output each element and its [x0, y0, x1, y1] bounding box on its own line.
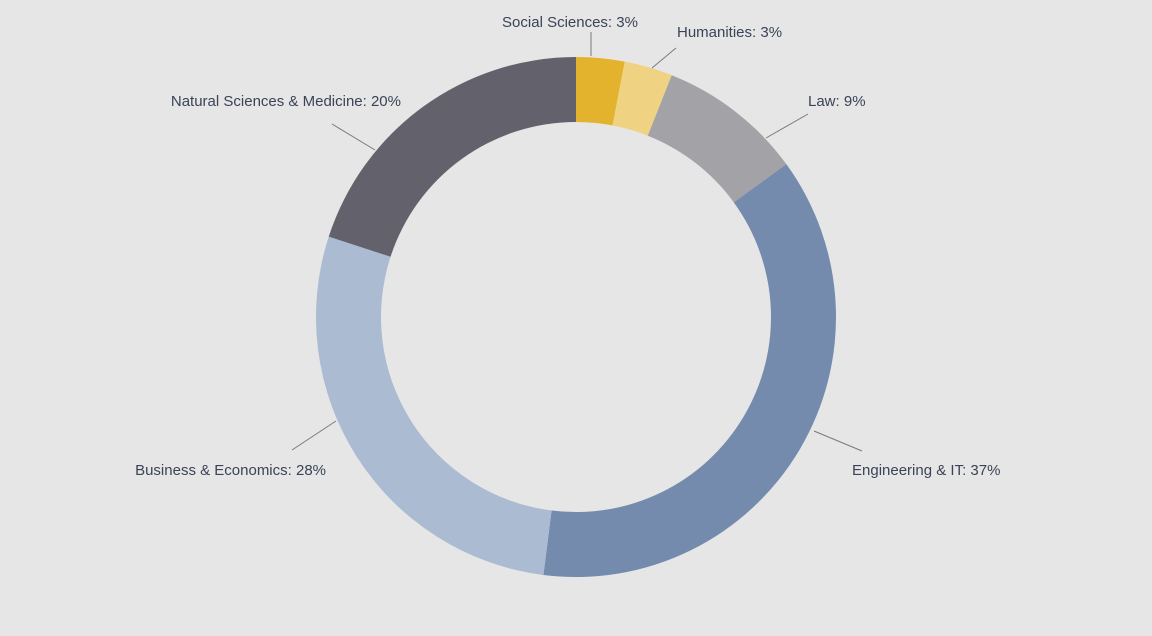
leader-lines-layer	[291, 32, 863, 452]
leader-line-law	[765, 113, 809, 139]
slice-label-social-sciences: Social Sciences: 3%	[502, 14, 638, 31]
labels-layer: Social Sciences: 3% Humanities: 3% Law: 9%…	[135, 14, 1000, 479]
slices-layer	[316, 57, 836, 577]
slice-business-and-economics[interactable]	[316, 236, 552, 575]
leader-line-engineering-and-it	[813, 430, 863, 452]
slice-label-natural-sciences-and-medicine: Natural Sciences & Medicine: 20%	[171, 93, 401, 110]
slice-law[interactable]	[647, 75, 787, 203]
slice-humanities[interactable]	[612, 61, 672, 136]
slice-label-law: Law: 9%	[808, 93, 866, 110]
slice-natural-sciences-and-medicine[interactable]	[328, 57, 576, 257]
leader-line-humanities	[651, 47, 677, 69]
slice-label-engineering-and-it: Engineering & IT: 37%	[852, 462, 1000, 479]
leader-line-business-and-economics	[291, 420, 337, 451]
slice-label-humanities: Humanities: 3%	[677, 24, 782, 41]
slice-social-sciences[interactable]	[576, 57, 625, 126]
slice-engineering-and-it[interactable]	[543, 164, 836, 577]
slice-label-business-and-economics: Business & Economics: 28%	[135, 462, 326, 479]
leader-line-natural-sciences-and-medicine	[331, 123, 376, 151]
